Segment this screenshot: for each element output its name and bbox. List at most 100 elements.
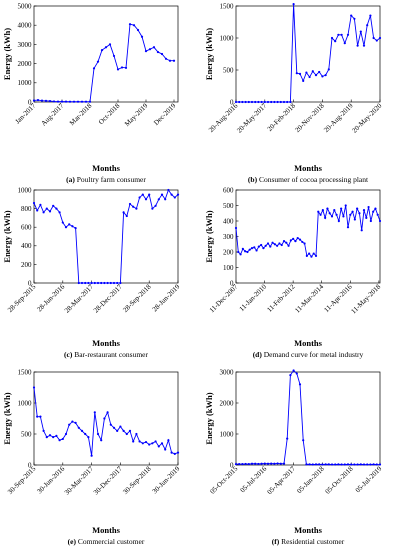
data-point: [372, 463, 375, 466]
data-point: [144, 198, 148, 201]
y-tick-label: 200: [21, 261, 32, 269]
data-point: [136, 28, 140, 32]
chart-panel-6: 0 1000 2000 3000 05-Oct-2015 05-Jul-201605-Ap…: [204, 368, 384, 546]
data-point: [241, 247, 244, 250]
data-point: [292, 237, 295, 240]
data-point: [311, 70, 314, 73]
data-point: [289, 239, 292, 242]
y-tick-label: 5000: [18, 2, 33, 10]
x-tick-label: 28-Mar-2017: [63, 282, 95, 314]
data-point: [124, 66, 128, 69]
data-point: [326, 207, 329, 210]
data-point: [270, 462, 273, 465]
caption-text: Residential customer: [279, 537, 344, 546]
data-point: [72, 100, 76, 103]
x-tick-label: May-2019: [123, 101, 150, 128]
data-point: [327, 68, 330, 71]
data-point: [312, 252, 315, 255]
data-point: [55, 434, 58, 437]
data-point: [92, 67, 96, 70]
data-point: [359, 463, 362, 466]
data-point: [250, 247, 254, 250]
x-tick-label: Oct-2018: [97, 101, 122, 126]
data-point: [160, 193, 164, 196]
data-point: [42, 211, 45, 214]
data-point: [257, 245, 260, 248]
data-point: [360, 229, 363, 232]
data-point: [314, 254, 318, 257]
data-point: [289, 100, 292, 104]
y-tick-label: 1500: [18, 368, 33, 376]
data-point: [144, 50, 148, 53]
data-point: [173, 452, 176, 455]
data-point: [132, 205, 135, 208]
y-tick-label: 300: [223, 233, 234, 241]
data-point: [269, 245, 272, 248]
x-tick-label: 20-Nov-2018: [293, 101, 326, 134]
x-axis-label: Months: [92, 163, 121, 173]
data-point: [154, 440, 157, 443]
data-point: [170, 451, 173, 454]
y-tick-label: 500: [223, 66, 234, 74]
data-point: [106, 281, 109, 285]
data-point: [241, 462, 244, 466]
x-axis-label: Months: [92, 525, 121, 535]
data-point: [253, 246, 256, 249]
data-point: [45, 436, 48, 439]
data-point: [372, 210, 375, 213]
data-point: [154, 204, 157, 207]
data-point: [353, 17, 356, 20]
data-point: [122, 211, 125, 214]
data-point: [273, 243, 276, 246]
y-tick-label: 1000: [18, 79, 33, 87]
y-axis-label: Energy (kWh): [2, 28, 12, 80]
data-point: [301, 240, 304, 244]
data-point: [116, 281, 119, 285]
data-point: [234, 100, 238, 104]
data-point: [276, 244, 279, 247]
y-tick-label: 200: [223, 248, 234, 256]
y-axis-label: Energy (kWh): [204, 28, 214, 80]
panel-caption: (f) Residential customer: [272, 537, 345, 546]
data-point: [125, 214, 128, 218]
data-point: [287, 244, 290, 247]
data-point: [125, 432, 128, 436]
data-point: [151, 442, 154, 445]
data-point: [302, 79, 305, 82]
data-point: [48, 434, 52, 437]
data-point: [324, 74, 327, 77]
data-point: [308, 463, 311, 466]
y-tick-label: 500: [223, 202, 234, 210]
data-point: [282, 100, 286, 104]
data-point: [340, 463, 343, 466]
data-point: [350, 14, 353, 17]
x-tick-label: 11-Mar-2014: [293, 282, 325, 314]
y-tick-label: 0: [28, 279, 32, 287]
data-point: [308, 75, 311, 79]
data-point: [103, 417, 106, 420]
y-tick-label: 1000: [220, 34, 235, 42]
data-point: [262, 247, 265, 250]
caption-text: Consumer of cocoa processing plant: [257, 175, 369, 184]
data-point: [112, 281, 116, 285]
data-point: [87, 281, 90, 285]
x-tick-label: Jan-2017: [14, 101, 38, 125]
data-point: [321, 209, 324, 212]
data-point: [164, 57, 168, 60]
x-tick-label: 20-May-2017: [235, 101, 268, 134]
data-point: [321, 75, 324, 78]
data-point: [96, 60, 100, 63]
x-tick-label: 11-Jan-2010: [238, 282, 269, 313]
data-point: [346, 463, 350, 466]
data-point: [276, 462, 279, 465]
data-point: [369, 463, 372, 466]
data-point: [340, 33, 343, 36]
data-point: [303, 242, 306, 245]
data-point: [141, 442, 144, 445]
y-tick-label: 3000: [220, 368, 235, 376]
series-line: [236, 4, 381, 103]
data-point: [305, 254, 308, 257]
y-tick-label: 0: [230, 461, 234, 469]
data-point: [330, 36, 334, 40]
